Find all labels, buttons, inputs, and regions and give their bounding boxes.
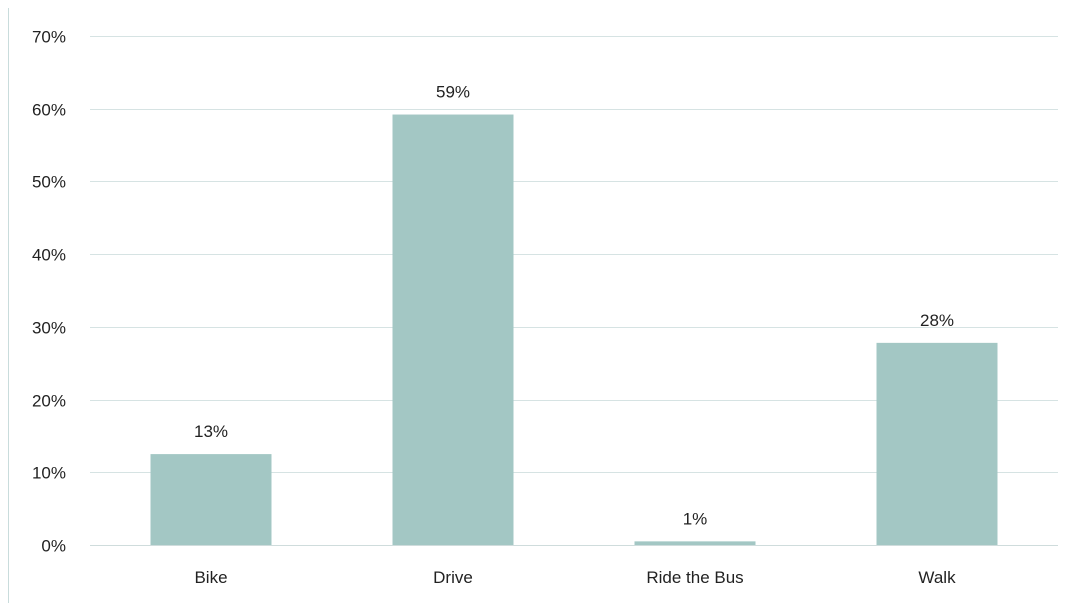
bar-ride-the-bus: [634, 541, 756, 545]
y-tick-label: 60%: [32, 101, 66, 120]
data-labels: 13% 59% 1% 28%: [194, 83, 954, 529]
x-category-label: Walk: [918, 568, 956, 587]
data-label: 28%: [920, 311, 954, 330]
data-label: 13%: [194, 422, 228, 441]
y-tick-label: 0%: [41, 537, 66, 556]
y-tick-label: 10%: [32, 464, 66, 483]
x-category-label: Drive: [433, 568, 473, 587]
y-tick-label: 30%: [32, 319, 66, 338]
x-category-label: Ride the Bus: [646, 568, 743, 587]
bars: [150, 114, 998, 545]
data-label: 59%: [436, 83, 470, 102]
bar-bike: [150, 454, 272, 545]
x-category-label: Bike: [194, 568, 227, 587]
y-tick-label: 70%: [32, 28, 66, 47]
x-axis-category-labels: Bike Drive Ride the Bus Walk: [194, 568, 956, 587]
y-tick-label: 50%: [32, 173, 66, 192]
y-tick-label: 20%: [32, 392, 66, 411]
bar-walk: [876, 342, 998, 545]
data-label: 1%: [683, 509, 708, 528]
bar-drive: [392, 114, 514, 545]
y-axis-tick-labels: 0% 10% 20% 30% 40% 50% 60% 70%: [32, 28, 66, 556]
y-tick-label: 40%: [32, 246, 66, 265]
